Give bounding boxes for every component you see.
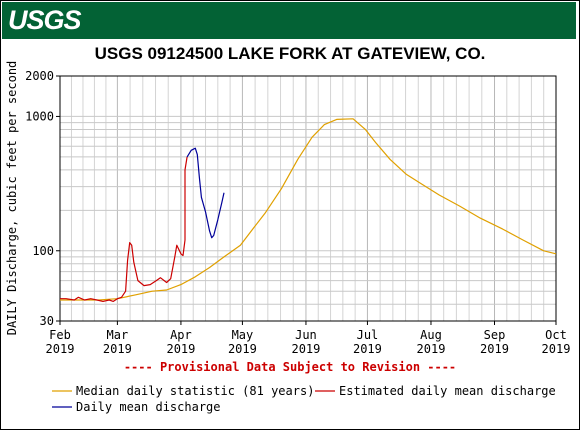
legend-entry: Median daily statistic (81 years) (76, 384, 314, 398)
y-tick-label: 100 (32, 244, 54, 258)
x-tick-year: 2019 (103, 342, 132, 356)
grid-lines (59, 75, 557, 322)
median-daily-line (60, 118, 557, 301)
usgs-logo-text: USGS (8, 5, 82, 35)
provisional-data-note: ---- Provisional Data Subject to Revisio… (124, 360, 456, 374)
x-tick-month: Oct (545, 328, 567, 342)
chart-title: USGS 09124500 LAKE FORK AT GATEVIEW, CO. (94, 44, 486, 63)
x-tick-year: 2019 (291, 342, 320, 356)
x-tick-month: Aug (420, 328, 442, 342)
plot-area-border (59, 75, 557, 322)
estimated-discharge-line (60, 156, 188, 302)
x-tick-year: 2019 (417, 342, 446, 356)
y-tick-label: 30 (40, 314, 54, 328)
x-axis-ticks: Feb2019Mar2019Apr2019May2019Jun2019Jul20… (46, 321, 571, 356)
x-tick-month: Sep (484, 328, 506, 342)
usgs-logo[interactable]: USGS (8, 4, 82, 37)
y-axis-label: DAILY Discharge, cubic feet per second (5, 61, 19, 336)
x-tick-year: 2019 (46, 342, 75, 356)
series-lines (60, 118, 557, 302)
y-tick-label: 1000 (25, 109, 54, 123)
legend-entry: Estimated daily mean discharge (339, 384, 556, 398)
y-axis-ticks: 30 100 1000 2000 (25, 69, 60, 328)
legend-entry: Daily mean discharge (76, 400, 221, 414)
chart-legend: Median daily statistic (81 years) Estimat… (52, 384, 556, 414)
x-tick-year: 2019 (480, 342, 509, 356)
x-tick-year: 2019 (166, 342, 195, 356)
daily-mean-discharge-line (186, 147, 225, 239)
y-tick-label: 2000 (25, 69, 54, 83)
usgs-banner: USGS (2, 2, 576, 39)
x-tick-month: Jul (357, 328, 379, 342)
x-tick-month: Feb (49, 328, 71, 342)
x-tick-year: 2019 (353, 342, 382, 356)
x-tick-month: Jun (295, 328, 317, 342)
x-tick-year: 2019 (542, 342, 571, 356)
x-tick-year: 2019 (228, 342, 257, 356)
x-tick-month: Apr (170, 328, 192, 342)
x-tick-month: Mar (107, 328, 129, 342)
x-tick-month: May (232, 328, 254, 342)
